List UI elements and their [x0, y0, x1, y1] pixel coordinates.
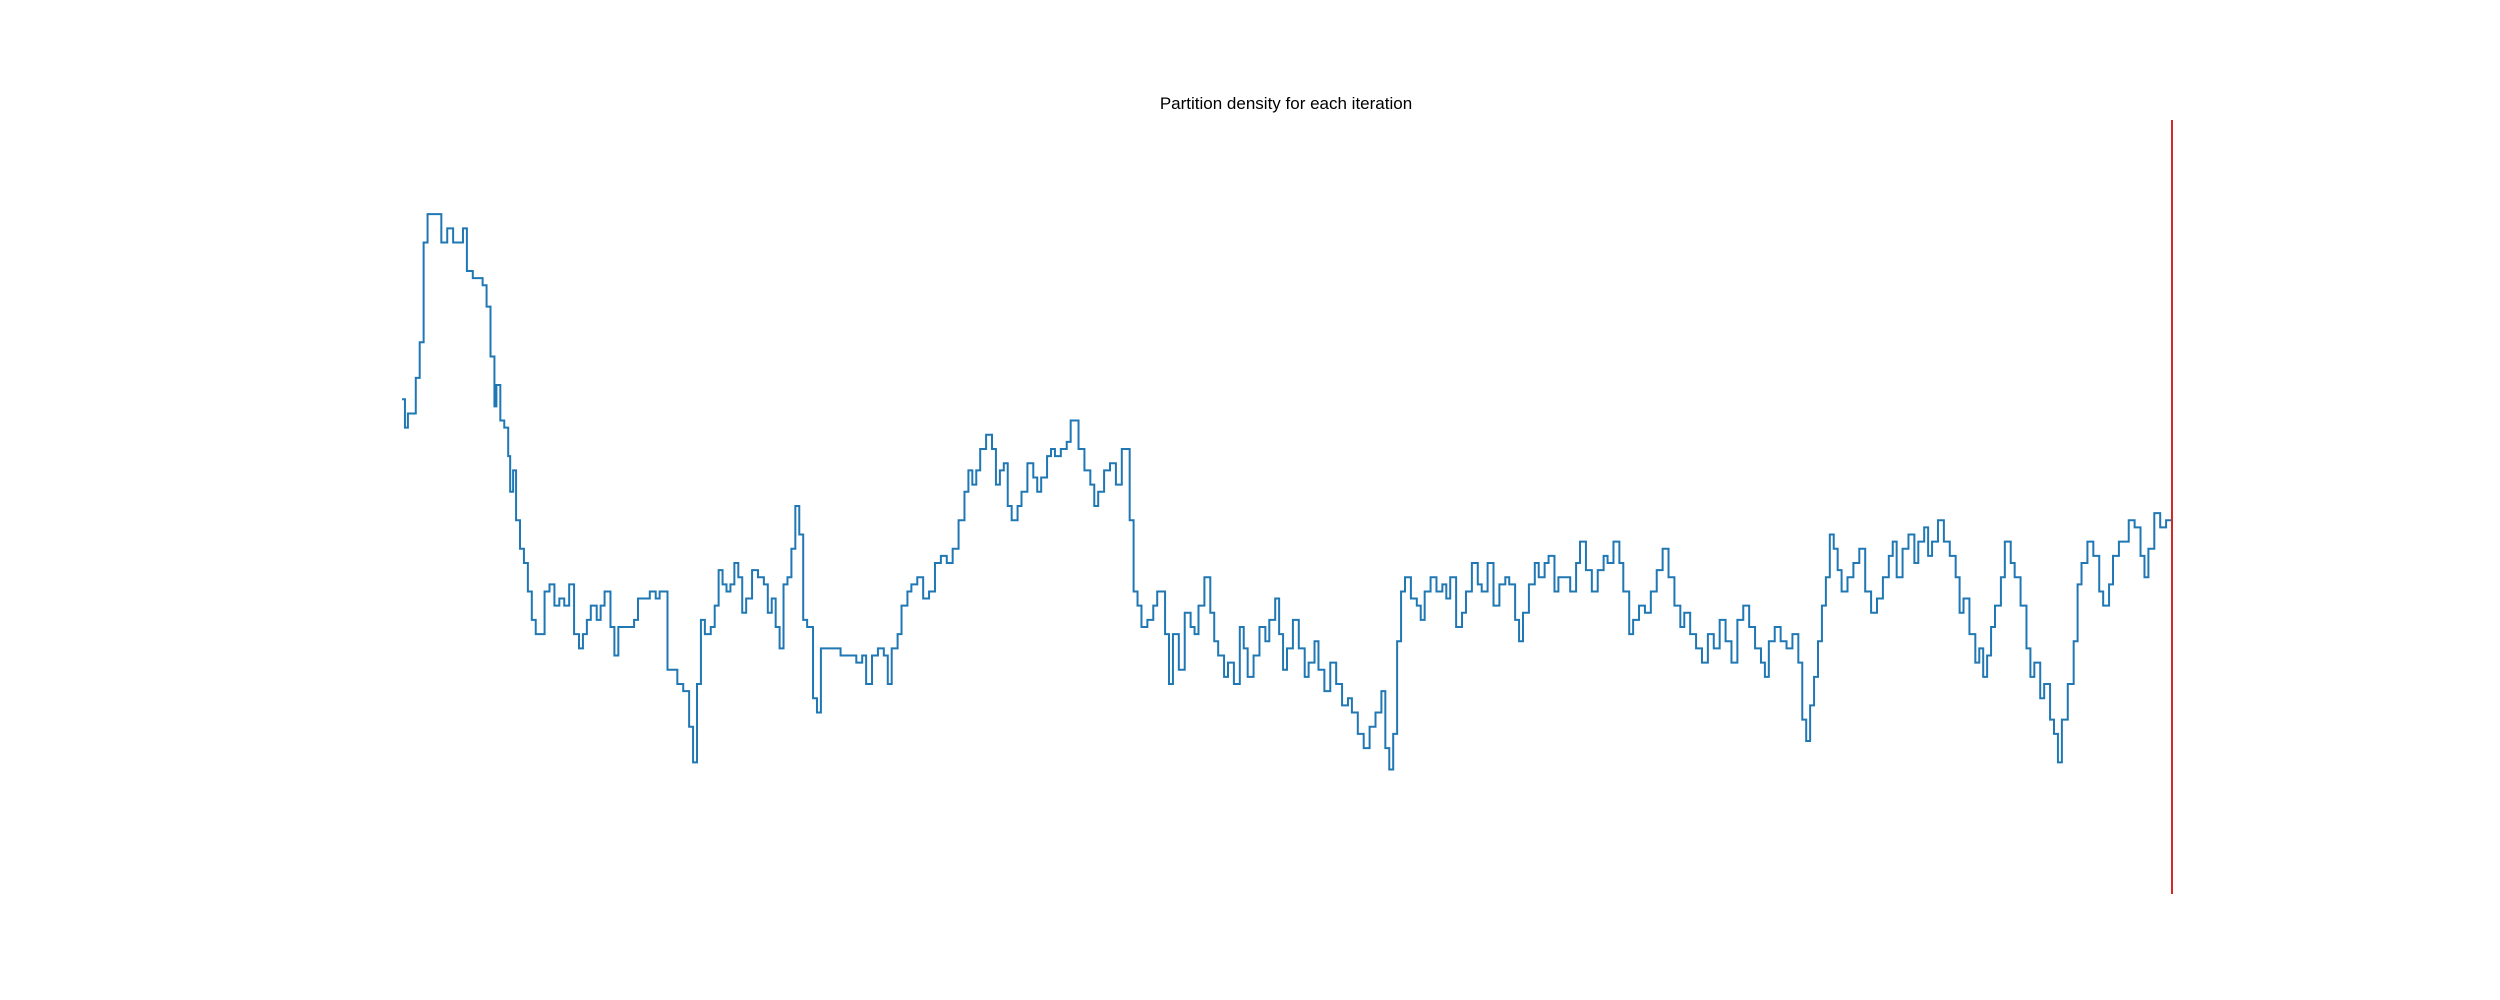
series-line-0	[402, 213, 2172, 771]
plot-area	[402, 120, 2173, 894]
chart-title: Partition density for each iteration	[1159, 94, 1413, 113]
